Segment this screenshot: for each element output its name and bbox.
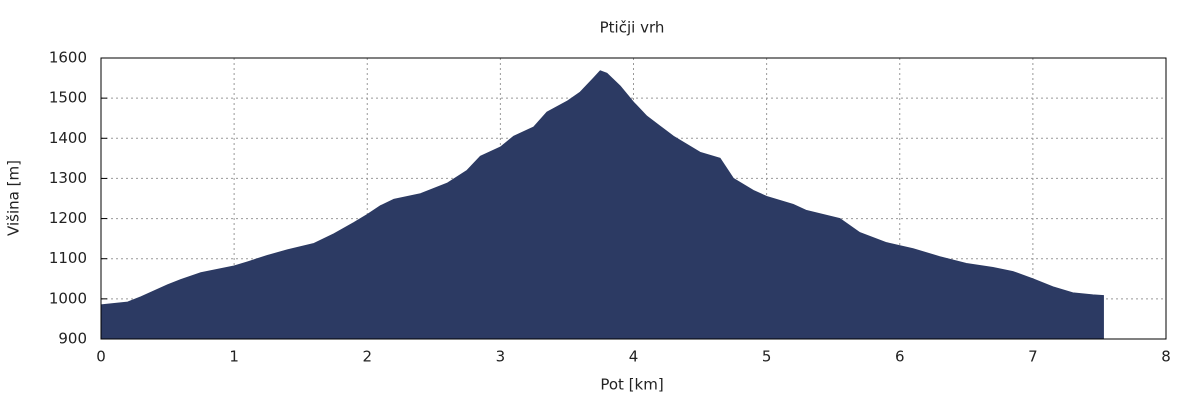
chart-title: Ptičji vrh xyxy=(600,19,665,37)
x-tick-label: 5 xyxy=(762,348,772,366)
x-tick-label: 6 xyxy=(895,348,905,366)
x-tick-label: 2 xyxy=(362,348,372,366)
y-tick-label: 1200 xyxy=(49,209,87,227)
y-tick-label: 1400 xyxy=(49,129,87,147)
y-tick-label: 900 xyxy=(58,330,87,348)
x-tick-label: 1 xyxy=(229,348,239,366)
plot-frame xyxy=(100,57,1167,340)
x-tick-label: 7 xyxy=(1028,348,1038,366)
x-tick-label: 0 xyxy=(96,348,106,366)
y-tick-label: 1600 xyxy=(49,49,87,67)
x-tick-label: 8 xyxy=(1161,348,1171,366)
x-axis-label: Pot [km] xyxy=(600,376,663,394)
y-tick-label: 1000 xyxy=(49,289,87,307)
x-tick-label: 4 xyxy=(629,348,639,366)
y-tick-label: 1100 xyxy=(49,249,87,267)
y-tick-label: 1300 xyxy=(49,169,87,187)
elevation-area xyxy=(100,70,1104,340)
y-axis-label: Višina [m] xyxy=(5,160,23,236)
y-tick-label: 1500 xyxy=(49,89,87,107)
x-tick-label: 3 xyxy=(496,348,506,366)
